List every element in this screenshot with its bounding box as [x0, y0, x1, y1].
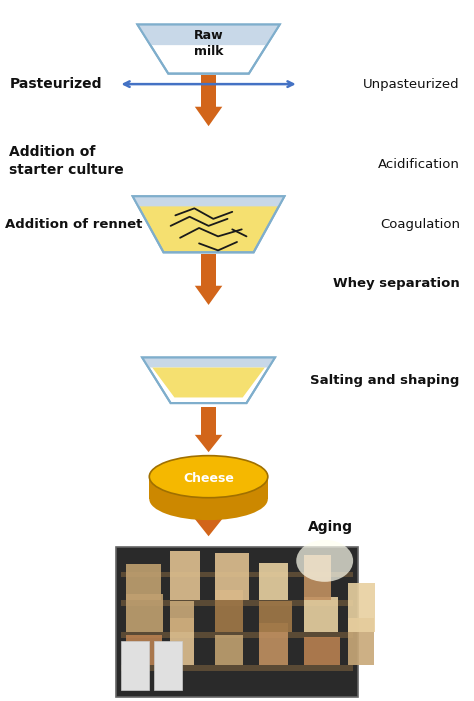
Polygon shape [133, 196, 284, 252]
Ellipse shape [149, 478, 268, 520]
Bar [215, 553, 249, 601]
Text: Aging: Aging [308, 520, 353, 534]
Polygon shape [142, 358, 275, 367]
Text: Addition of
starter culture: Addition of starter culture [9, 145, 124, 177]
Text: Whey separation: Whey separation [333, 278, 460, 290]
Bar [126, 635, 162, 665]
Ellipse shape [149, 456, 268, 498]
Text: Acidification: Acidification [378, 158, 460, 171]
Text: Unpasteurized: Unpasteurized [363, 78, 460, 90]
Bar [348, 583, 375, 632]
Bar [259, 623, 288, 665]
Text: Pasteurized: Pasteurized [9, 77, 102, 91]
Bar [170, 601, 194, 632]
Text: Cheese: Cheese [183, 472, 234, 485]
Bar [259, 601, 292, 632]
Text: Addition of rennet: Addition of rennet [5, 218, 142, 231]
Bar [201, 254, 216, 286]
Polygon shape [195, 435, 222, 452]
Bar [215, 590, 243, 632]
Polygon shape [137, 25, 280, 45]
Bar [304, 555, 331, 601]
Bar [348, 618, 374, 665]
Bar [259, 563, 288, 601]
Text: Coagulation: Coagulation [380, 218, 460, 231]
Bar [149, 477, 268, 499]
Bar [201, 491, 216, 519]
Bar [121, 601, 353, 606]
Bar [116, 547, 358, 697]
Bar [201, 75, 216, 107]
Bar [121, 632, 353, 638]
Polygon shape [142, 358, 275, 403]
Polygon shape [152, 367, 265, 397]
Bar [201, 407, 216, 435]
Bar [154, 641, 182, 690]
Bar [121, 572, 353, 578]
Polygon shape [195, 286, 222, 305]
Bar [215, 636, 243, 665]
Bar [126, 564, 161, 601]
Bar [121, 641, 149, 690]
Bar [121, 665, 353, 671]
Text: Raw
milk: Raw milk [194, 29, 223, 57]
Polygon shape [195, 519, 222, 536]
Polygon shape [137, 25, 280, 74]
Bar [304, 597, 337, 632]
Bar [126, 594, 163, 632]
Bar [170, 618, 194, 665]
Text: Salting and shaping: Salting and shaping [310, 374, 460, 387]
Bar [304, 637, 340, 665]
Polygon shape [133, 196, 284, 206]
Polygon shape [195, 107, 222, 126]
Ellipse shape [296, 540, 353, 582]
Bar [170, 552, 200, 601]
